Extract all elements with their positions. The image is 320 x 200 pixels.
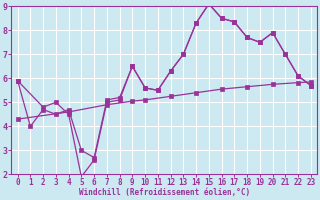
X-axis label: Windchill (Refroidissement éolien,°C): Windchill (Refroidissement éolien,°C) — [79, 188, 250, 197]
